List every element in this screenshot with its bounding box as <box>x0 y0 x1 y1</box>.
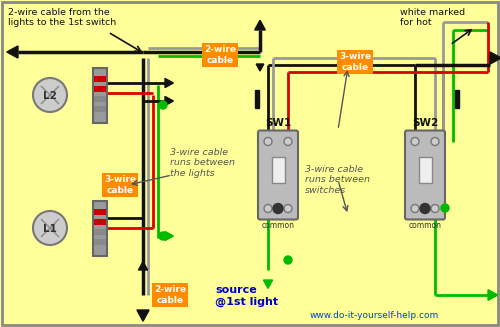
Bar <box>94 229 106 234</box>
Bar <box>94 85 106 92</box>
Polygon shape <box>254 20 266 30</box>
Text: www.do-it-yourself-help.com: www.do-it-yourself-help.com <box>310 311 440 320</box>
Polygon shape <box>165 232 173 241</box>
Text: 3-wire
cable: 3-wire cable <box>104 175 136 195</box>
Polygon shape <box>137 310 149 321</box>
Bar <box>418 157 432 183</box>
Bar <box>94 218 106 225</box>
Text: source
@1st light: source @1st light <box>215 285 278 307</box>
Text: 2-wire
cable: 2-wire cable <box>204 45 236 65</box>
Polygon shape <box>256 64 264 71</box>
Circle shape <box>411 204 419 213</box>
Polygon shape <box>7 46 18 58</box>
Circle shape <box>431 204 439 213</box>
Text: SW2: SW2 <box>412 118 438 129</box>
Circle shape <box>159 232 167 240</box>
Circle shape <box>159 101 167 109</box>
Text: common: common <box>262 220 294 230</box>
Text: SW1: SW1 <box>265 118 291 129</box>
Circle shape <box>284 256 292 264</box>
Polygon shape <box>488 290 498 300</box>
Polygon shape <box>264 280 272 288</box>
Circle shape <box>264 204 272 213</box>
Bar <box>94 209 106 215</box>
Polygon shape <box>490 52 500 64</box>
Bar <box>94 238 106 245</box>
Text: white marked
for hot: white marked for hot <box>400 8 465 27</box>
Bar <box>272 157 284 183</box>
Text: 2-wire
cable: 2-wire cable <box>154 285 186 305</box>
Bar <box>93 200 107 255</box>
Text: L2: L2 <box>43 91 57 101</box>
Text: 3-wire
cable: 3-wire cable <box>339 52 371 72</box>
Circle shape <box>420 203 430 214</box>
Circle shape <box>441 204 449 212</box>
Circle shape <box>284 137 292 146</box>
Circle shape <box>33 211 67 245</box>
Circle shape <box>264 137 272 146</box>
Bar <box>94 106 106 112</box>
Polygon shape <box>165 78 173 88</box>
FancyBboxPatch shape <box>405 130 445 219</box>
Bar <box>94 95 106 101</box>
Circle shape <box>431 137 439 146</box>
Bar <box>455 90 459 108</box>
Text: 3-wire cable
runs between
the lights: 3-wire cable runs between the lights <box>170 148 235 178</box>
Text: common: common <box>408 220 442 230</box>
Text: 2-wire cable from the
lights to the 1st switch: 2-wire cable from the lights to the 1st … <box>8 8 116 27</box>
Circle shape <box>411 137 419 146</box>
Circle shape <box>284 204 292 213</box>
Polygon shape <box>165 96 173 106</box>
Text: 3-wire cable
runs between
switches: 3-wire cable runs between switches <box>305 165 370 195</box>
Circle shape <box>273 203 283 214</box>
FancyBboxPatch shape <box>258 130 298 219</box>
Bar <box>94 76 106 81</box>
Polygon shape <box>138 262 147 270</box>
Bar <box>255 90 259 108</box>
Bar <box>93 67 107 123</box>
Text: L1: L1 <box>43 224 57 234</box>
Circle shape <box>33 78 67 112</box>
